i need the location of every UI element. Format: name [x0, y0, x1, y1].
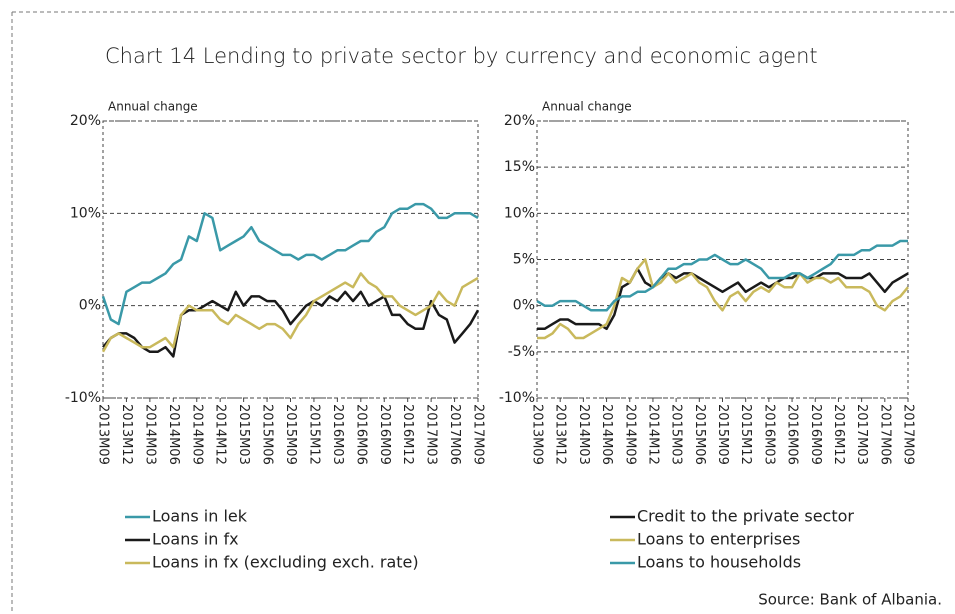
legend-label: Credit to the private sector: [637, 507, 854, 526]
x-tick-label: 2014M09: [189, 404, 204, 465]
x-tick-label: 2014M06: [166, 404, 181, 465]
series-line: [537, 258, 909, 340]
y-tick-label: 0%: [79, 298, 101, 314]
x-tick-label: 2015M03: [669, 404, 684, 465]
y-tick-label: -5%: [508, 344, 535, 360]
axis-label: Annual change: [542, 100, 632, 114]
x-tick-label: 2017M09: [901, 404, 916, 465]
y-tick-label: 0%: [513, 298, 535, 314]
x-tick-label: 2017M03: [854, 404, 869, 465]
x-tick-label: 2016M03: [330, 404, 345, 465]
x-tick-label: 2016M09: [808, 404, 823, 465]
axis-label: Annual change: [108, 100, 198, 114]
y-tick-label: -10%: [65, 390, 101, 406]
plot-frame: [102, 120, 479, 399]
x-tick-label: 2015M06: [260, 404, 275, 465]
series-line: [101, 272, 479, 353]
y-tick-label: 20%: [70, 113, 101, 129]
x-tick-label: 2013M12: [119, 404, 134, 465]
x-tick-label: 2013M12: [553, 404, 568, 465]
x-tick-label: 2013M09: [96, 404, 111, 465]
x-tick-label: 2016M09: [377, 404, 392, 465]
y-tick-label: 15%: [504, 159, 535, 175]
y-tick-label: 20%: [504, 113, 535, 129]
legend-label: Loans in lek: [152, 507, 248, 526]
x-tick-label: 2014M09: [622, 404, 637, 465]
x-tick-label: 2017M06: [877, 404, 892, 465]
y-tick-label: 10%: [70, 205, 101, 221]
x-tick-label: 2016M12: [400, 404, 415, 465]
x-tick-label: 2016M12: [831, 404, 846, 465]
x-tick-label: 2016M06: [353, 404, 368, 465]
x-tick-label: 2015M09: [283, 404, 298, 465]
x-tick-label: 2016M06: [785, 404, 800, 465]
y-tick-label: -10%: [499, 390, 535, 406]
series-line: [536, 239, 908, 312]
x-tick-label: 2014M06: [599, 404, 614, 465]
y-tick-label: 10%: [504, 205, 535, 221]
x-tick-label: 2014M03: [576, 404, 591, 465]
source: Source: Bank of Albania.: [758, 591, 942, 609]
x-tick-label: 2015M12: [738, 404, 753, 465]
legend-label: Loans in fx (excluding exch. rate): [152, 553, 419, 572]
x-tick-label: 2015M06: [692, 404, 707, 465]
series-line: [537, 267, 909, 331]
x-tick-label: 2014M12: [213, 404, 228, 465]
series-line: [102, 290, 480, 358]
x-tick-label: 2016M03: [761, 404, 776, 465]
x-tick-label: 2013M09: [530, 404, 545, 465]
x-tick-label: 2015M12: [306, 404, 321, 465]
legend-label: Loans in fx: [152, 530, 239, 549]
legend-label: Loans to households: [637, 553, 801, 572]
x-tick-label: 2017M06: [447, 404, 462, 465]
x-tick-label: 2017M09: [471, 404, 486, 465]
legend-label: Loans to enterprises: [637, 530, 800, 549]
series-line: [101, 202, 479, 326]
x-tick-label: 2017M03: [424, 404, 439, 465]
x-tick-label: 2014M03: [142, 404, 157, 465]
chart-title: Chart 14 Lending to private sector by cu…: [105, 44, 818, 68]
x-tick-label: 2015M03: [236, 404, 251, 465]
y-tick-label: 5%: [513, 252, 535, 268]
x-tick-label: 2014M12: [645, 404, 660, 465]
x-tick-label: 2015M09: [715, 404, 730, 465]
